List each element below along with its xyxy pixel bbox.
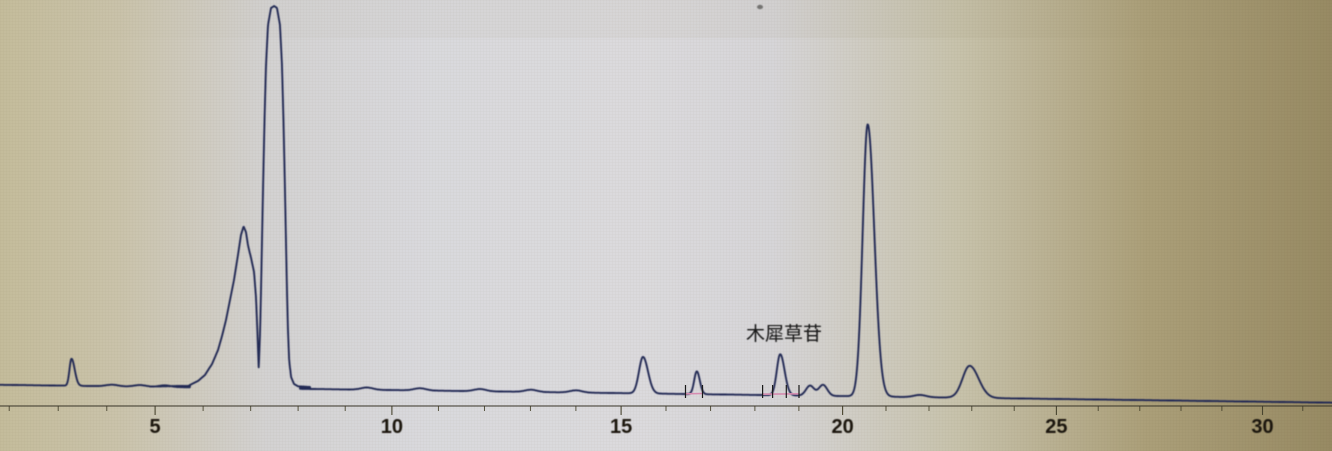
svg-text:25: 25 (1045, 416, 1067, 438)
svg-text:5: 5 (150, 416, 161, 438)
svg-text:20: 20 (831, 416, 853, 438)
svg-text:30: 30 (1251, 416, 1273, 438)
svg-text:10: 10 (381, 416, 403, 438)
svg-text:木犀草苷: 木犀草苷 (746, 323, 822, 345)
svg-text:15: 15 (610, 416, 632, 438)
